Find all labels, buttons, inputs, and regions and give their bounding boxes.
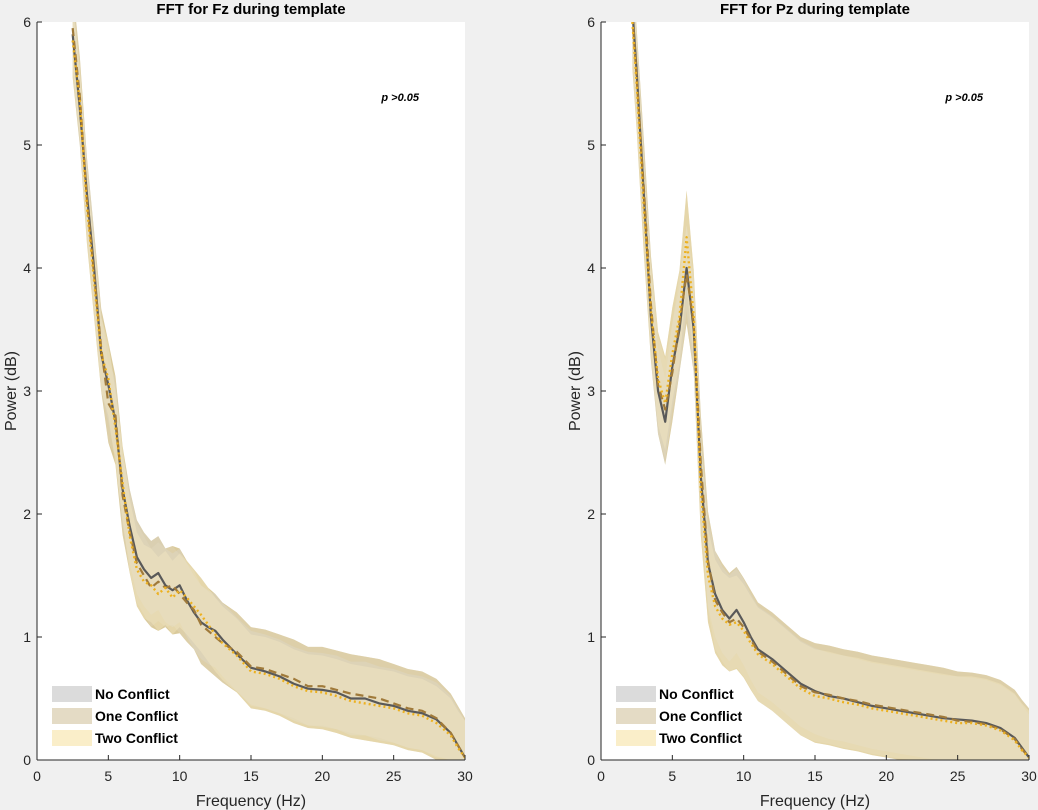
legend-swatch-two-conflict [616, 730, 656, 746]
x-tick-label: 0 [33, 768, 41, 784]
x-tick-label: 15 [243, 768, 259, 784]
y-tick-label: 3 [587, 383, 595, 399]
x-tick-label: 30 [1021, 768, 1037, 784]
legend-label: One Conflict [659, 708, 743, 724]
plot-content [631, 22, 1029, 760]
x-tick-label: 10 [736, 768, 752, 784]
confidence-band-overlap [632, 22, 1029, 760]
y-axis-label: Power (dB) [3, 351, 20, 431]
legend-swatch-no-conflict [616, 686, 656, 702]
y-tick-label: 6 [23, 14, 31, 30]
x-axis-label: Frequency (Hz) [760, 793, 870, 810]
series-line-two-conflict [631, 22, 1029, 759]
x-tick-label: 15 [807, 768, 823, 784]
y-tick-label: 4 [23, 260, 31, 276]
confidence-band-no-conflict [72, 22, 465, 760]
legend-label: No Conflict [95, 686, 170, 702]
legend-label: Two Conflict [659, 730, 742, 746]
confidence-band-one-conflict [72, 22, 465, 760]
x-tick-label: 20 [879, 768, 895, 784]
x-tick-label: 0 [597, 768, 605, 784]
y-tick-label: 0 [23, 752, 31, 768]
legend-swatch-no-conflict [52, 686, 92, 702]
confidence-band-two-conflict [72, 22, 465, 760]
x-axis-label: Frequency (Hz) [196, 793, 306, 810]
y-tick-label: 3 [23, 383, 31, 399]
y-tick-label: 5 [23, 137, 31, 153]
x-tick-label: 5 [104, 768, 112, 784]
confidence-band-two-conflict [632, 22, 1029, 760]
series-line-one-conflict [71, 28, 465, 759]
y-tick-label: 5 [587, 137, 595, 153]
y-tick-label: 4 [587, 260, 595, 276]
x-tick-label: 25 [950, 768, 966, 784]
series-line-one-conflict [631, 22, 1029, 759]
legend-label: One Conflict [95, 708, 179, 724]
significance-annotation: p >0.05 [380, 92, 419, 104]
confidence-band-one-conflict [632, 22, 1029, 760]
x-tick-label: 25 [386, 768, 402, 784]
y-axis-label: Power (dB) [567, 351, 584, 431]
legend-label: Two Conflict [95, 730, 178, 746]
y-tick-label: 2 [23, 506, 31, 522]
x-tick-label: 20 [315, 768, 331, 784]
x-tick-label: 5 [668, 768, 676, 784]
chart-title: FFT for Fz during template [156, 1, 345, 18]
chart-panel-1: 0 5 10 15 20 25 30 0 1 2 3 4 5 6 FFT for Fz during tem… [3, 1, 473, 810]
legend-swatch-one-conflict [52, 708, 92, 724]
x-tick-label: 10 [172, 768, 188, 784]
chart-title: FFT for Pz during template [720, 1, 910, 18]
chart-panel-2: 0 5 10 15 20 25 30 0 1 2 3 4 5 6 FFT for Pz during tem… [567, 1, 1037, 810]
legend: No Conflict One Conflict Two Conflict [616, 686, 743, 746]
significance-annotation: p >0.05 [944, 92, 983, 104]
legend-swatch-two-conflict [52, 730, 92, 746]
y-tick-label: 2 [587, 506, 595, 522]
confidence-band-no-conflict [632, 22, 1029, 760]
legend-swatch-one-conflict [616, 708, 656, 724]
y-tick-label: 1 [23, 629, 31, 645]
legend-label: No Conflict [659, 686, 734, 702]
legend: No Conflict One Conflict Two Conflict [52, 686, 179, 746]
y-tick-label: 6 [587, 14, 595, 30]
plot-content [71, 22, 465, 760]
y-tick-label: 0 [587, 752, 595, 768]
y-tick-label: 1 [587, 629, 595, 645]
confidence-band-overlap [72, 22, 465, 760]
x-tick-label: 30 [457, 768, 473, 784]
